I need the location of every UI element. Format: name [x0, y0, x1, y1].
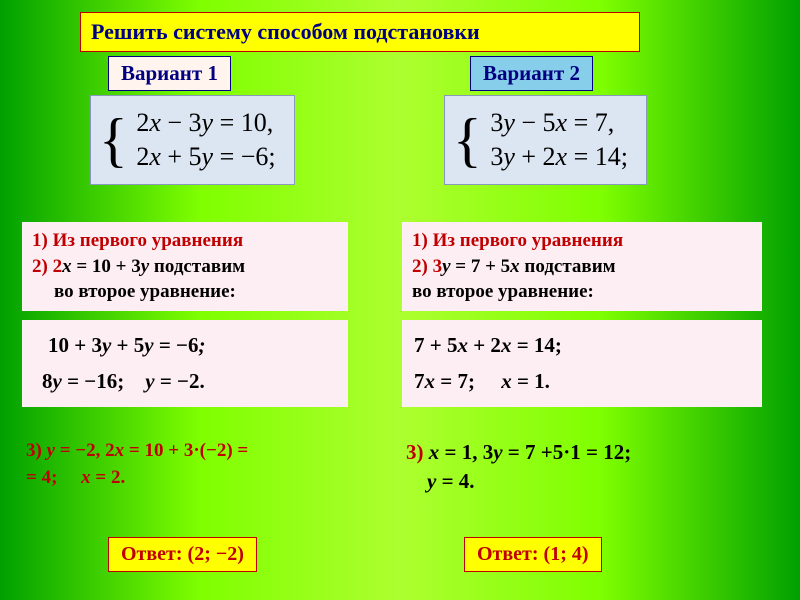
- hint-2-var1: y: [442, 256, 450, 277]
- step3-2: 3) x = 1, 3y = 7 +5·1 = 12; y = 4.: [406, 438, 766, 497]
- hint-2: 1) Из первого уравнения 2) 3y = 7 + 5x п…: [402, 222, 762, 311]
- hint-1-post: подставим: [149, 256, 245, 277]
- hint-2-line2: во второе уравнение:: [412, 281, 594, 302]
- system-1: { 2x − 3y = 10, 2x + 5y = −6;: [90, 95, 295, 185]
- eq-2-1: 3y − 5x = 7,: [490, 108, 614, 137]
- eq-1-1: 2x − 3y = 10,: [136, 108, 273, 137]
- variant-2-label: Вариант 2: [470, 56, 593, 91]
- work-1: 10 + 3y + 5y = −6; 8y = −16; y = −2.: [22, 320, 348, 407]
- hint-2-post: подставим: [520, 256, 616, 277]
- work-2: 7 + 5x + 2x = 14; 7x = 7; x = 1.: [402, 320, 762, 407]
- answer-1: Ответ: (2; −2): [108, 537, 257, 572]
- hint-1-var2: y: [141, 256, 149, 277]
- brace-icon: {: [99, 110, 128, 170]
- hint-1-step1: 1) Из первого уравнения: [32, 230, 243, 251]
- hint-1-mid: = 10 + 3: [72, 256, 141, 277]
- work-2-line2: 7x = 7; x = 1.: [414, 369, 550, 393]
- page-title: Решить систему способом подстановки: [80, 12, 640, 52]
- work-1-line1: 10 + 3y + 5y = −6;: [34, 333, 206, 357]
- work-2-line1: 7 + 5x + 2x = 14;: [414, 333, 562, 357]
- work-1-line2: 8y = −16; y = −2.: [34, 369, 205, 393]
- hint-2-step1: 1) Из первого уравнения: [412, 230, 623, 251]
- variant-1-label: Вариант 1: [108, 56, 231, 91]
- hint-2-step2-num: 2) 3: [412, 256, 442, 277]
- brace-icon: {: [453, 110, 482, 170]
- eq-1-2: 2x + 5y = −6;: [136, 142, 275, 171]
- hint-1-var1: x: [62, 256, 72, 277]
- hint-1-step2-num: 2) 2: [32, 256, 62, 277]
- hint-1-line2: во второе уравнение:: [32, 281, 236, 302]
- system-2: { 3y − 5x = 7, 3y + 2x = 14;: [444, 95, 647, 185]
- hint-2-mid: = 7 + 5: [451, 256, 511, 277]
- step3-1: 3) y = −2, 2x = 10 + 3·(−2) = = 4; x = 2…: [26, 438, 386, 491]
- hint-1: 1) Из первого уравнения 2) 2x = 10 + 3y …: [22, 222, 348, 311]
- eq-2-2: 3y + 2x = 14;: [490, 142, 628, 171]
- answer-2: Ответ: (1; 4): [464, 537, 602, 572]
- hint-2-var2: x: [510, 256, 520, 277]
